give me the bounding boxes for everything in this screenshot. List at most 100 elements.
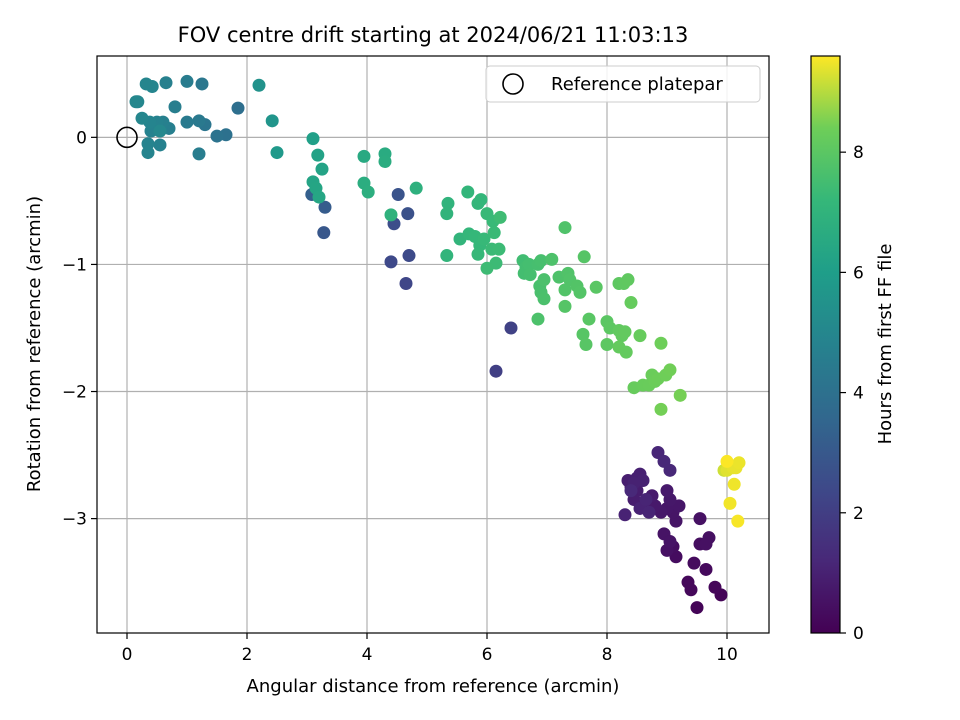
data-point [624, 484, 638, 498]
data-point [618, 508, 632, 522]
data-point [384, 255, 398, 269]
data-point [231, 101, 245, 115]
data-point [265, 114, 279, 128]
data-point [192, 147, 206, 161]
data-point [252, 78, 266, 92]
colorbar-tick-label: 8 [853, 143, 864, 163]
data-point [576, 327, 590, 341]
data-point [168, 100, 182, 114]
data-point [537, 273, 551, 287]
data-point [558, 283, 572, 297]
data-point [673, 388, 687, 402]
data-point [639, 493, 653, 507]
data-point [731, 514, 745, 528]
data-point [153, 124, 167, 138]
data-point [378, 154, 392, 168]
colorbar-gradient [810, 55, 841, 634]
data-point [663, 363, 677, 377]
data-point [401, 207, 415, 221]
data-point [315, 162, 329, 176]
data-point [492, 242, 506, 256]
data-point [391, 188, 405, 202]
data-point [663, 534, 677, 548]
data-point [624, 296, 638, 310]
data-point [654, 336, 668, 350]
data-point [159, 76, 173, 90]
data-point [672, 499, 686, 513]
data-point [210, 129, 224, 143]
data-point [487, 226, 501, 240]
data-point [180, 115, 194, 129]
data-point [480, 261, 494, 275]
data-point [474, 193, 488, 207]
data-point [441, 196, 455, 210]
y-tick-label: −1 [62, 255, 87, 275]
data-point [523, 268, 537, 282]
data-point [180, 74, 194, 88]
data-point [402, 249, 416, 263]
data-point [192, 114, 206, 128]
data-points [129, 74, 746, 615]
colorbar-tick-label: 4 [853, 384, 864, 404]
data-point [621, 273, 635, 287]
data-point [357, 149, 371, 163]
data-point [493, 210, 507, 224]
colorbar-tick-label: 6 [853, 263, 864, 283]
legend-box [485, 65, 761, 103]
data-point [699, 537, 713, 551]
data-point [440, 207, 454, 221]
data-point [693, 512, 707, 526]
data-point [537, 292, 551, 306]
x-axis-label: Angular distance from reference (arcmin) [247, 676, 620, 697]
data-point [531, 312, 545, 326]
plot-frame [96, 55, 770, 634]
data-point [633, 329, 647, 343]
data-point [642, 505, 656, 519]
y-tick-label: −2 [62, 383, 87, 403]
data-point [720, 454, 734, 468]
x-tick-label: 2 [242, 645, 253, 665]
x-tick-label: 10 [716, 645, 738, 665]
data-point [618, 325, 632, 339]
data-point [699, 562, 713, 576]
data-point [558, 221, 572, 235]
colorbar-tick-label: 2 [853, 504, 864, 524]
reference-platepar-marker [116, 126, 138, 149]
data-point [690, 601, 704, 615]
data-point [361, 185, 375, 199]
data-point [660, 484, 674, 498]
data-point [582, 312, 596, 326]
data-point [654, 402, 668, 416]
data-point [573, 285, 587, 299]
y-axis-ticks: −3 −2 −1 0 [62, 128, 97, 530]
data-point [558, 299, 572, 313]
data-point [534, 254, 548, 268]
data-point [141, 146, 155, 160]
data-point [669, 550, 683, 564]
x-tick-label: 4 [362, 645, 373, 665]
data-point [409, 181, 423, 195]
colorbar-ticks: 0 2 4 6 8 [840, 143, 864, 644]
data-point [657, 454, 671, 468]
data-point [471, 247, 485, 261]
colorbar-label: Hours from first FF file [875, 244, 896, 445]
legend-label: Reference platepar [551, 74, 723, 95]
data-point [708, 580, 722, 594]
data-point [399, 276, 413, 290]
data-point [684, 583, 698, 597]
data-point [545, 252, 559, 266]
data-point [311, 148, 325, 162]
data-point [577, 250, 591, 264]
data-point [723, 496, 737, 510]
colorbar-tick-label: 0 [853, 624, 864, 644]
data-point [135, 111, 149, 125]
data-point [312, 190, 326, 204]
data-point [153, 138, 167, 152]
data-point [600, 338, 614, 351]
legend-marker-icon [502, 73, 524, 95]
legend: Reference platepar [485, 65, 761, 103]
data-point [440, 249, 454, 263]
chart-title: FOV centre drift starting at 2024/06/21 … [178, 23, 689, 47]
data-point [139, 77, 153, 91]
